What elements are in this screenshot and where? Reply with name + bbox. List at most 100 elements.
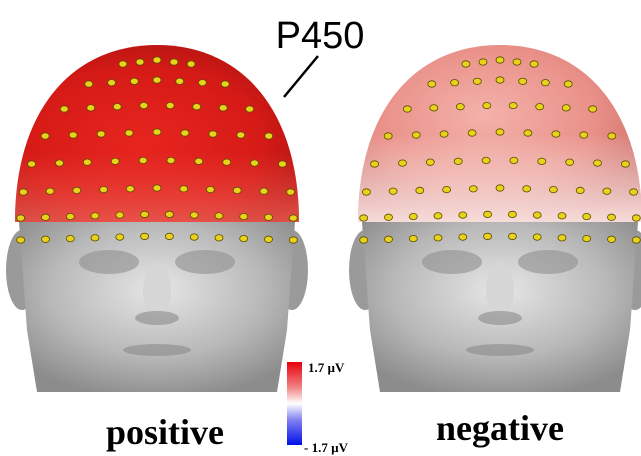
electrode (277, 160, 287, 168)
electrode (495, 76, 505, 84)
electrode (631, 236, 641, 244)
electrode (27, 160, 37, 168)
electrode (549, 186, 558, 194)
electrode (222, 158, 232, 166)
electrode (16, 214, 26, 222)
electrode (512, 58, 522, 66)
electrode (152, 56, 162, 64)
electrode (208, 130, 218, 138)
electrode (166, 156, 176, 165)
electrode (557, 212, 567, 220)
electrode (467, 129, 477, 137)
nose-shadow (135, 311, 179, 325)
electrode (384, 213, 393, 221)
electrode (135, 58, 145, 66)
electrode (82, 158, 92, 166)
electrode (140, 232, 150, 240)
electrode (214, 212, 224, 220)
pointer-line (283, 55, 319, 98)
electrode (140, 210, 150, 218)
electrode (110, 157, 120, 165)
electrode (45, 187, 55, 195)
electrode (359, 214, 369, 222)
electrode (593, 159, 602, 167)
electrode (408, 212, 418, 221)
electrode (450, 79, 460, 87)
electrode (192, 103, 202, 111)
electrode (18, 188, 28, 196)
electrode (557, 234, 567, 242)
electrode (65, 234, 75, 243)
eye-shadow (79, 250, 139, 274)
electrode (453, 157, 463, 165)
electrode (107, 79, 116, 87)
electrode (186, 60, 196, 68)
electrode (84, 80, 94, 88)
head (6, 45, 308, 392)
electrode (96, 130, 106, 138)
electrode (602, 187, 612, 195)
electrode (495, 184, 505, 192)
electrode (194, 157, 204, 165)
electrode (575, 186, 585, 194)
electrode (384, 235, 393, 243)
electrode (621, 160, 630, 168)
electrode (518, 77, 528, 85)
electrode (139, 101, 149, 110)
colorbar-min-label: - 1.7 µV (304, 440, 349, 455)
electrode (508, 232, 517, 240)
electrode (495, 56, 505, 64)
electrode (175, 77, 185, 85)
eye-shadow (518, 250, 578, 274)
electrode (532, 211, 542, 219)
eye-shadow (175, 250, 235, 274)
electrode (138, 156, 148, 165)
electrode (532, 233, 542, 241)
nose (143, 262, 171, 318)
electrode (152, 184, 162, 192)
head (349, 45, 641, 392)
electrode (164, 232, 174, 240)
electrode (99, 186, 108, 194)
electrode (16, 236, 26, 244)
electrode (40, 132, 50, 140)
electrode (359, 236, 369, 244)
electrode (563, 80, 573, 88)
electrode (535, 103, 545, 111)
electrode (115, 233, 125, 241)
electrode (483, 232, 493, 240)
electrode (164, 210, 174, 218)
head-label: positive (106, 412, 224, 452)
electrode (523, 129, 533, 137)
electrode (250, 159, 259, 167)
colorbar-max-label: 1.7 µV (308, 360, 345, 375)
electrode (481, 156, 491, 165)
electrode (415, 186, 425, 194)
electrode (458, 233, 468, 241)
electrode (245, 105, 255, 113)
electrode (214, 234, 224, 242)
electrode (264, 235, 273, 243)
electrode (180, 129, 190, 137)
electrode (483, 210, 493, 218)
electrode (220, 80, 230, 88)
electrode (537, 157, 547, 165)
electrode (411, 131, 421, 139)
electrode (152, 128, 162, 136)
electrode (508, 101, 518, 110)
electrode (125, 185, 135, 193)
electrode (461, 60, 471, 68)
electrode (439, 130, 449, 138)
electrode (551, 130, 561, 138)
electrode (442, 186, 452, 194)
head-label: negative (436, 408, 564, 448)
electrode (118, 60, 128, 68)
electrode (458, 211, 468, 219)
electrode (495, 128, 505, 136)
electrode (239, 212, 249, 221)
electrode (90, 212, 100, 220)
mouth (123, 344, 191, 356)
electrode (165, 101, 175, 110)
electrode (631, 214, 641, 222)
electrode (478, 58, 488, 66)
